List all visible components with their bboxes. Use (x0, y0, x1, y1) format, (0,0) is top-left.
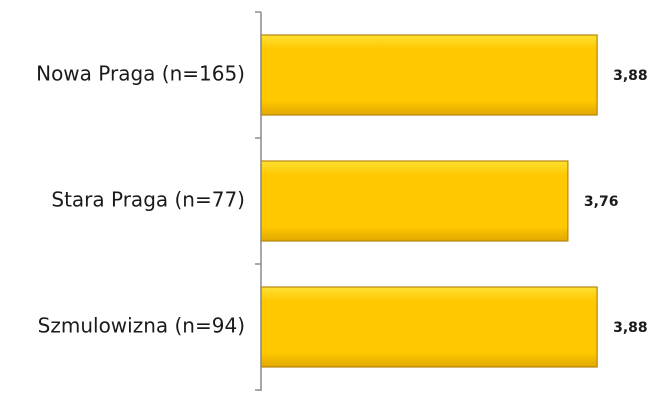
data-label: 3,88 (613, 68, 648, 84)
bars-layer (260, 34, 598, 368)
y-axis (255, 11, 262, 391)
data-label: 3,88 (613, 320, 648, 336)
category-label: Nowa Praga (n=165) (36, 62, 245, 86)
bar (260, 34, 598, 116)
bar (260, 286, 598, 368)
data-label: 3,76 (584, 194, 619, 210)
category-label: Szmulowizna (n=94) (38, 314, 245, 338)
labels-layer: Nowa Praga (n=165) 3,88 Stara Praga (n=77)… (36, 62, 648, 338)
category-label: Stara Praga (n=77) (51, 188, 245, 212)
bar (260, 160, 569, 242)
